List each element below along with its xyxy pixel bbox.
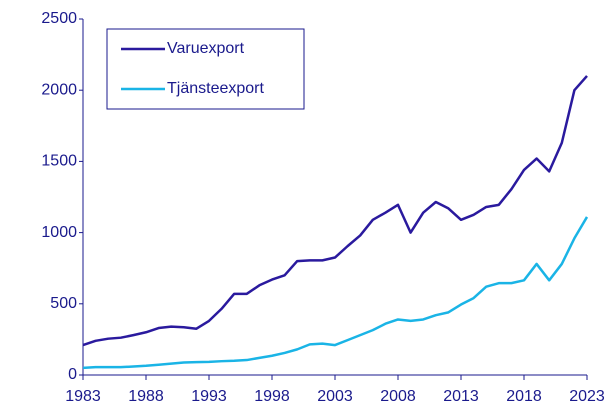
- data-line: [82, 75, 588, 347]
- data-line: [82, 216, 589, 370]
- x-tick-label: 2013: [443, 388, 479, 405]
- legend-label: Varuexport: [167, 40, 245, 57]
- x-tick-label: 2003: [317, 388, 353, 405]
- y-tick-label: 2000: [41, 81, 77, 98]
- y-tick-label: 500: [50, 295, 77, 312]
- legend-label: Tjänsteexport: [167, 80, 264, 97]
- x-tick-label: 1993: [191, 388, 227, 405]
- y-tick-label: 0: [68, 366, 77, 383]
- y-tick-label: 1500: [41, 153, 77, 170]
- x-tick-label: 1988: [128, 388, 164, 405]
- x-tick-label: 1998: [254, 388, 290, 405]
- legend-box: [106, 28, 305, 110]
- x-tick-label: 2023: [569, 388, 605, 405]
- x-tick-label: 1983: [65, 388, 101, 405]
- x-tick-label: 2008: [380, 388, 416, 405]
- y-tick-label: 2500: [41, 10, 77, 27]
- x-tick-label: 2018: [506, 388, 542, 405]
- y-tick-label: 1000: [41, 224, 77, 241]
